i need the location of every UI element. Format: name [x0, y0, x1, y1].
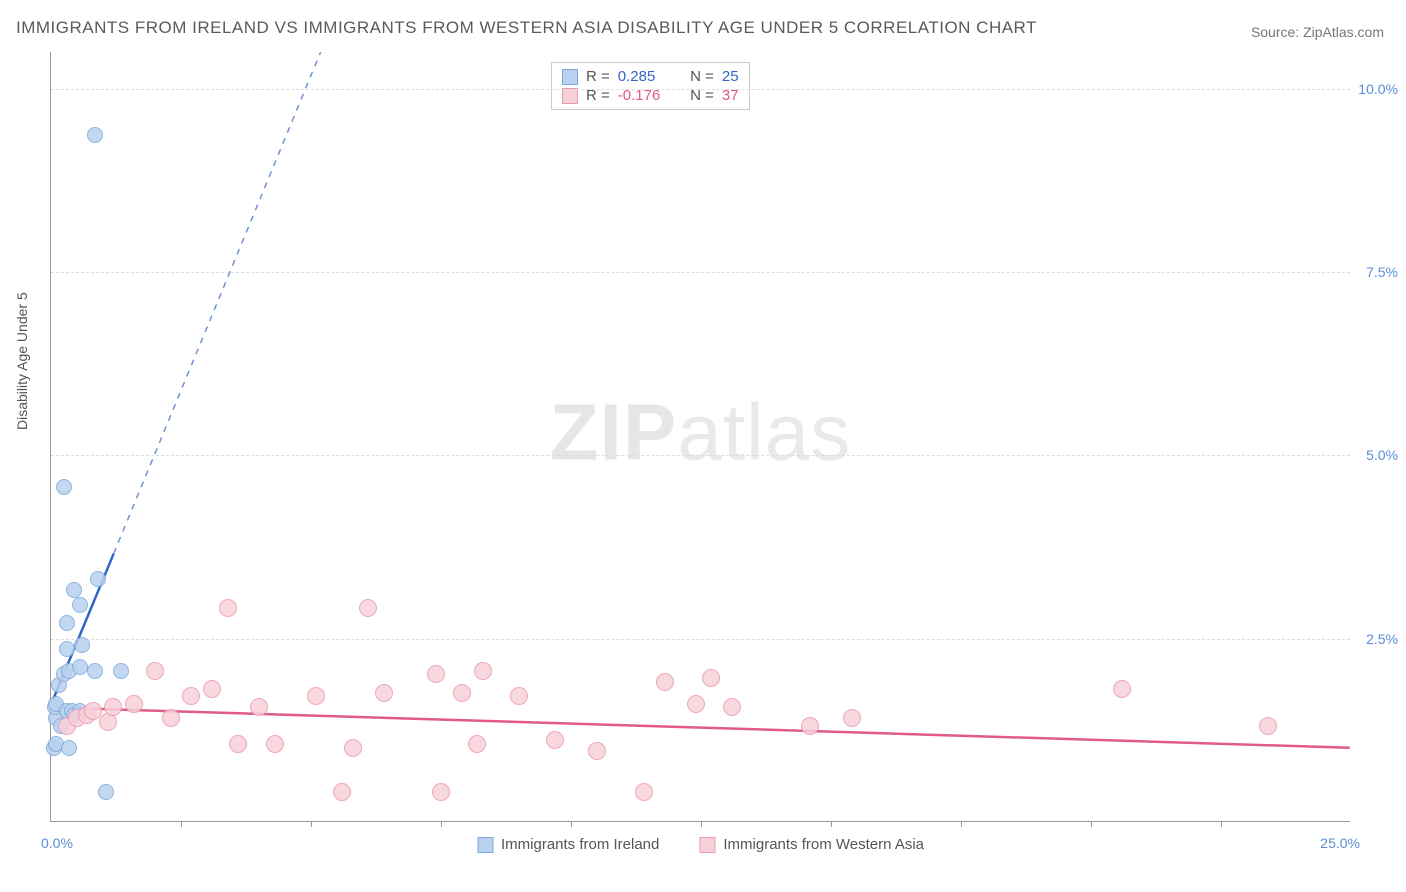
- data-point-wasia: [656, 673, 674, 691]
- x-tick: [181, 821, 182, 827]
- y-tick-label: 10.0%: [1358, 81, 1398, 97]
- regression-line-ext-ireland: [114, 52, 363, 554]
- data-point-ireland: [87, 127, 103, 143]
- gridline: [51, 272, 1350, 273]
- data-point-wasia: [104, 698, 122, 716]
- y-axis-title: Disability Age Under 5: [14, 292, 30, 430]
- data-point-wasia: [427, 665, 445, 683]
- x-tick: [441, 821, 442, 827]
- data-point-wasia: [182, 687, 200, 705]
- legend-stat-row-ireland: R = 0.285 N = 25: [562, 67, 739, 86]
- gridline: [51, 89, 1350, 90]
- data-point-wasia: [333, 783, 351, 801]
- watermark-rest: atlas: [677, 387, 851, 476]
- legend-r-label: R =: [586, 68, 610, 85]
- data-point-wasia: [146, 662, 164, 680]
- data-point-wasia: [162, 709, 180, 727]
- data-point-wasia: [229, 735, 247, 753]
- x-tick: [571, 821, 572, 827]
- data-point-wasia: [359, 599, 377, 617]
- legend-n-value: 25: [722, 68, 739, 85]
- data-point-wasia: [474, 662, 492, 680]
- legend-swatch: [477, 837, 493, 853]
- watermark-bold: ZIP: [550, 387, 677, 476]
- data-point-ireland: [98, 784, 114, 800]
- watermark: ZIPatlas: [550, 386, 851, 478]
- x-tick: [961, 821, 962, 827]
- data-point-wasia: [250, 698, 268, 716]
- data-point-ireland: [90, 571, 106, 587]
- data-point-wasia: [266, 735, 284, 753]
- x-tick: [1221, 821, 1222, 827]
- data-point-wasia: [702, 669, 720, 687]
- data-point-ireland: [59, 615, 75, 631]
- y-tick-label: 2.5%: [1366, 631, 1398, 647]
- gridline: [51, 639, 1350, 640]
- data-point-wasia: [588, 742, 606, 760]
- data-point-wasia: [84, 702, 102, 720]
- data-point-ireland: [72, 597, 88, 613]
- data-point-ireland: [72, 659, 88, 675]
- legend-swatch-wasia: [562, 88, 578, 104]
- x-axis-min-label: 0.0%: [41, 835, 73, 851]
- chart-title: IMMIGRANTS FROM IRELAND VS IMMIGRANTS FR…: [16, 18, 1037, 38]
- data-point-wasia: [1113, 680, 1131, 698]
- x-axis-max-label: 25.0%: [1320, 835, 1360, 851]
- scatter-chart: ZIPatlas R = 0.285 N = 25R = -0.176 N = …: [50, 52, 1350, 822]
- data-point-ireland: [113, 663, 129, 679]
- data-point-wasia: [468, 735, 486, 753]
- data-point-wasia: [219, 599, 237, 617]
- legend-label: Immigrants from Western Asia: [723, 836, 924, 853]
- data-point-wasia: [1259, 717, 1277, 735]
- x-tick: [311, 821, 312, 827]
- data-point-ireland: [61, 740, 77, 756]
- data-point-wasia: [203, 680, 221, 698]
- data-point-wasia: [723, 698, 741, 716]
- data-point-wasia: [453, 684, 471, 702]
- legend-item: Immigrants from Ireland: [477, 836, 659, 853]
- x-tick: [831, 821, 832, 827]
- legend-stats-box: R = 0.285 N = 25R = -0.176 N = 37: [551, 62, 750, 110]
- data-point-wasia: [375, 684, 393, 702]
- legend-r-value: 0.285: [618, 68, 674, 85]
- legend-label: Immigrants from Ireland: [501, 836, 659, 853]
- data-point-wasia: [801, 717, 819, 735]
- data-point-ireland: [87, 663, 103, 679]
- data-point-wasia: [307, 687, 325, 705]
- data-point-ireland: [59, 641, 75, 657]
- data-point-wasia: [510, 687, 528, 705]
- data-point-wasia: [432, 783, 450, 801]
- x-tick: [1091, 821, 1092, 827]
- data-point-wasia: [344, 739, 362, 757]
- source-attribution: Source: ZipAtlas.com: [1251, 24, 1384, 40]
- y-tick-label: 7.5%: [1366, 264, 1398, 280]
- data-point-wasia: [635, 783, 653, 801]
- gridline: [51, 455, 1350, 456]
- legend-item: Immigrants from Western Asia: [699, 836, 924, 853]
- data-point-ireland: [74, 637, 90, 653]
- legend-n-label: N =: [682, 68, 714, 85]
- data-point-ireland: [66, 582, 82, 598]
- data-point-wasia: [687, 695, 705, 713]
- legend-swatch-ireland: [562, 69, 578, 85]
- data-point-wasia: [546, 731, 564, 749]
- y-tick-label: 5.0%: [1366, 447, 1398, 463]
- legend-bottom: Immigrants from Ireland Immigrants from W…: [477, 836, 924, 853]
- data-point-ireland: [56, 479, 72, 495]
- legend-swatch: [699, 837, 715, 853]
- data-point-wasia: [843, 709, 861, 727]
- data-point-wasia: [125, 695, 143, 713]
- x-tick: [701, 821, 702, 827]
